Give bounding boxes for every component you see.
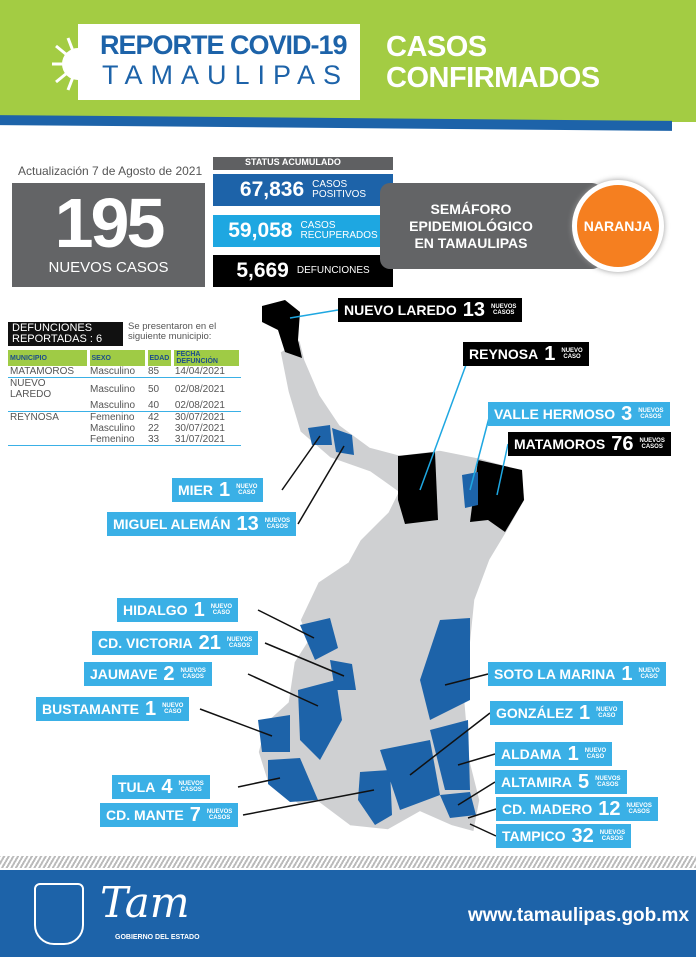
semaforo-box: SEMÁFORO EPIDEMIOLÓGICO EN TAMAULIPAS xyxy=(380,183,602,269)
hidalgo-region xyxy=(300,618,338,660)
label-cd-victoria: CD. VICTORIA 21 NUEVOS CASOS xyxy=(92,631,259,655)
jaumave-region xyxy=(298,680,342,760)
bustamante-region xyxy=(258,715,290,752)
leader-lines xyxy=(289,309,509,496)
leader-tula xyxy=(237,777,281,788)
leader-mante xyxy=(242,789,375,816)
leader-victoria xyxy=(264,642,345,677)
leader-gonzalez xyxy=(409,712,491,776)
leader-reynosa xyxy=(419,353,471,491)
section-title-line1: CASOS xyxy=(386,31,487,63)
state-shield-icon xyxy=(34,883,84,945)
stat-recovered: 59,058 CASOS RECUPERADOS xyxy=(213,215,393,247)
label-cd-mante: CD. MANTE 7 NUEVOS CASOS xyxy=(100,803,239,827)
label-mier: MIER 1 NUEVO CASO xyxy=(172,478,264,502)
website-link[interactable]: www.tamaulipas.gob.mx xyxy=(468,905,690,926)
section-title-line2: CONFIRMADOS xyxy=(386,62,600,94)
matamoros-region xyxy=(470,460,524,532)
table-row: REYNOSA Femenino 42 30/07/2021 xyxy=(10,412,225,423)
new-cases-value: 195 xyxy=(54,184,166,262)
status-heading: STATUS ACUMULADO xyxy=(213,157,393,170)
leader-lines-dark xyxy=(199,435,497,837)
leader-mier xyxy=(281,435,321,491)
update-date: Actualización 7 de Agosto de 2021 xyxy=(18,164,203,178)
aldama-region xyxy=(430,720,470,790)
stat-label: CASOS POSITIVOS xyxy=(312,179,367,200)
leader-madero xyxy=(467,808,497,819)
label-hidalgo: HIDALGO 1 NUEVO CASO xyxy=(117,598,239,622)
report-title: REPORTE COVID-19 xyxy=(100,30,348,60)
table-row: MATAMOROS Masculino 85 14/04/2021 xyxy=(8,366,241,378)
reynosa-region xyxy=(398,452,438,524)
mante-region xyxy=(358,770,392,825)
report-title-box xyxy=(78,24,360,100)
label-altamira: ALTAMIRA 5 NUEVOS CASOS xyxy=(495,770,627,794)
label-matamoros: MATAMOROS 76 NUEVOS CASOS xyxy=(508,432,671,456)
stat-value: 5,669 xyxy=(236,259,289,282)
label-nuevo-laredo: NUEVO LAREDO 13 NUEVOS CASOS xyxy=(338,298,523,322)
leader-hidalgo xyxy=(257,609,315,639)
tula-region xyxy=(268,758,318,802)
label-aldama: ALDAMA 1 NUEVO CASO xyxy=(495,742,613,766)
label-soto-la-marina: SOTO LA MARINA 1 NUEVO CASO xyxy=(488,662,666,686)
miguel-aleman-region xyxy=(332,428,354,455)
deaths-table: MUNICIPIO SEXO EDAD FECHA DEFUNCIÓN MATAMOR… xyxy=(8,350,243,446)
mier-region xyxy=(308,425,332,445)
leader-jaumave xyxy=(247,673,319,707)
leader-miguel-aleman xyxy=(297,445,345,525)
stat-value: 59,058 xyxy=(228,219,293,242)
label-tula: TULA 4 NUEVOS CASOS xyxy=(112,775,210,799)
new-cases-box: 195 NUEVOS CASOS xyxy=(12,183,205,287)
tam-logo-subtitle: GOBIERNO DEL ESTADO xyxy=(115,934,200,941)
report-subtitle: TAMAULIPAS xyxy=(102,60,350,90)
stat-positive: 67,836 CASOS POSITIVOS xyxy=(213,174,393,206)
stat-label: DEFUNCIONES xyxy=(296,265,370,276)
nuevo-laredo-region xyxy=(262,300,302,358)
label-valle-hermoso: VALLE HERMOSO 3 NUEVOS CASOS xyxy=(488,402,670,426)
leader-altamira xyxy=(457,781,496,806)
label-gonzalez: GONZÁLEZ 1 NUEVO CASO xyxy=(490,701,624,725)
leader-valle-hermoso xyxy=(469,413,491,491)
new-cases-label: NUEVOS CASOS xyxy=(48,259,169,276)
deaths-note: Se presentaron en el siguiente municipio: xyxy=(128,321,217,342)
label-miguel-aleman: MIGUEL ALEMÁN 13 NUEVOS CASOS xyxy=(107,512,297,536)
deaths-heading: DEFUNCIONES REPORTADAS : 6 xyxy=(8,322,123,346)
leader-bustamante xyxy=(199,708,273,737)
leader-aldama xyxy=(457,753,496,766)
label-cd-madero: CD. MADERO 12 NUEVOS CASOS xyxy=(496,797,658,821)
table-row: Masculino 22 30/07/2021 xyxy=(90,423,225,434)
leader-nuevo-laredo xyxy=(289,309,339,319)
leader-soto-la-marina xyxy=(444,673,489,686)
table-row: Femenino 33 31/07/2021 xyxy=(8,434,241,446)
tam-logo: Tam xyxy=(100,878,190,927)
stat-value: 67,836 xyxy=(239,178,305,201)
label-bustamante: BUSTAMANTE 1 NUEVO CASO xyxy=(36,697,190,721)
table-row: Masculino 40 02/08/2021 xyxy=(8,400,241,412)
table-row: NUEVO LAREDO Masculino 50 02/08/2021 xyxy=(10,378,225,400)
soto-la-marina-region xyxy=(420,618,470,720)
stat-deaths: 5,669 DEFUNCIONES xyxy=(213,255,393,287)
leader-tampico xyxy=(469,823,497,837)
footer-bar xyxy=(0,870,696,957)
section-title: CASOS CONFIRMADOS xyxy=(386,32,600,94)
stat-label: CASOS RECUPERADOS xyxy=(300,220,378,241)
label-tampico: TAMPICO 32 NUEVOS CASOS xyxy=(496,824,632,848)
semaforo-level-badge: NARANJA xyxy=(572,180,664,272)
leader-matamoros xyxy=(496,443,509,496)
label-jaumave: JAUMAVE 2 NUEVOS CASOS xyxy=(84,662,212,686)
label-reynosa: REYNOSA 1 NUEVO CASO xyxy=(463,342,589,366)
footer-stripes xyxy=(0,856,696,868)
